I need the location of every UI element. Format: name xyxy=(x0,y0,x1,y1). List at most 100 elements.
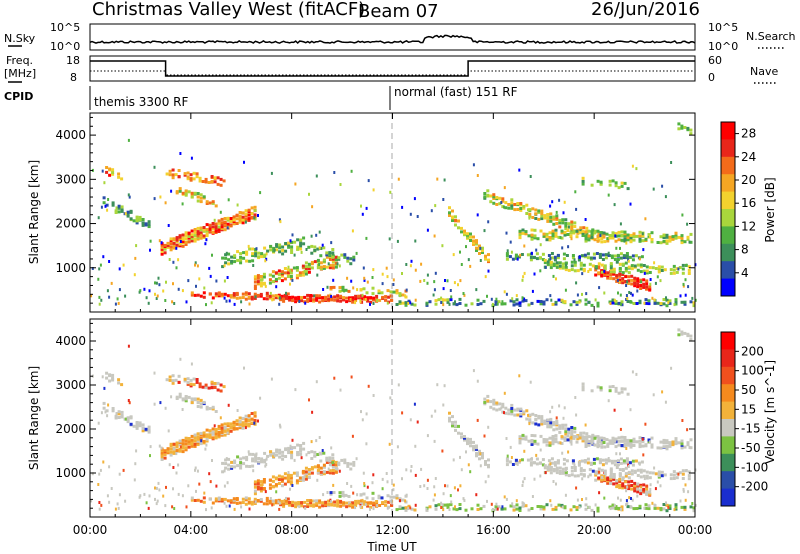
velocity-speckle xyxy=(278,507,281,511)
power-speckle xyxy=(496,302,499,306)
velocity-speckle xyxy=(549,410,552,414)
velocity-cell xyxy=(259,499,263,503)
velocity-cell xyxy=(302,441,306,445)
power-speckle xyxy=(364,298,367,302)
velocity-cell xyxy=(220,497,224,501)
velocity-cell xyxy=(689,505,693,509)
velocity-cell xyxy=(512,508,516,512)
power-cell xyxy=(586,252,590,256)
velocity-cell xyxy=(325,470,329,474)
velocity-speckle xyxy=(487,425,490,429)
velocity-cell xyxy=(253,502,257,505)
power-cell xyxy=(372,296,376,300)
power-speckle xyxy=(631,164,634,168)
power-speckle xyxy=(476,213,479,217)
velocity-cell xyxy=(221,461,225,465)
velocity-cell xyxy=(290,450,294,454)
velocity-cell xyxy=(650,443,654,447)
power-cell xyxy=(494,302,498,306)
velocity-speckle xyxy=(420,467,423,471)
power-cell xyxy=(570,227,574,231)
power-speckle xyxy=(115,206,118,210)
velocity-speckle xyxy=(685,469,688,472)
power-cell xyxy=(248,247,252,251)
velocity-cell xyxy=(331,469,335,472)
power-cell xyxy=(599,180,603,184)
power-cell xyxy=(184,191,188,195)
power-cell xyxy=(519,207,523,210)
power-cell xyxy=(187,235,191,238)
velocity-cell xyxy=(580,459,584,463)
power-cell xyxy=(214,294,218,298)
velocity-cell xyxy=(321,501,325,505)
velocity-cell xyxy=(223,433,227,437)
power-cell xyxy=(475,240,478,244)
velocity-cell xyxy=(322,463,326,467)
power-cell xyxy=(623,234,627,238)
velocity-cell xyxy=(562,457,566,461)
velocity-cell xyxy=(642,483,646,487)
power-colorbar-label: 28 xyxy=(741,127,756,141)
power-cell xyxy=(129,209,133,213)
velocity-cell xyxy=(282,502,286,506)
velocity-speckle xyxy=(98,501,101,504)
velocity-speckle xyxy=(661,390,664,394)
velocity-cell xyxy=(386,494,390,498)
power-cell xyxy=(138,215,142,219)
power-cell xyxy=(362,287,366,291)
power-cell xyxy=(501,199,505,203)
power-cell xyxy=(289,275,293,278)
power-cell xyxy=(211,225,215,229)
power-cell xyxy=(540,209,544,213)
power-cell xyxy=(407,299,411,303)
velocity-cell xyxy=(271,479,275,483)
velocity-speckle xyxy=(252,469,255,473)
power-speckle xyxy=(414,268,417,272)
velocity-cell xyxy=(483,400,487,404)
velocity-speckle xyxy=(620,507,622,511)
power-speckle xyxy=(294,182,297,186)
velocity-speckle xyxy=(430,414,433,418)
velocity-cell xyxy=(318,501,322,505)
velocity-cell xyxy=(247,424,251,428)
power-cell xyxy=(611,301,615,305)
velocity-cell xyxy=(579,472,583,476)
velocity-speckle xyxy=(659,484,662,488)
power-ytick-label: 4000 xyxy=(55,128,86,142)
velocity-cell xyxy=(341,490,345,494)
power-cell xyxy=(522,205,526,208)
velocity-cell xyxy=(475,447,478,451)
velocity-cell xyxy=(644,503,648,507)
velocity-cell xyxy=(626,392,630,396)
power-cell xyxy=(202,226,206,229)
velocity-cell xyxy=(297,502,301,506)
power-cell xyxy=(313,260,317,264)
velocity-cell xyxy=(288,503,292,507)
power-speckle xyxy=(291,233,294,237)
velocity-cell xyxy=(304,466,308,470)
power-cell xyxy=(645,265,649,269)
velocity-cell xyxy=(222,385,226,389)
power-cell xyxy=(117,175,121,179)
velocity-speckle xyxy=(110,487,113,490)
power-cell xyxy=(563,300,567,304)
velocity-speckle xyxy=(414,503,417,507)
power-cell xyxy=(184,234,188,238)
power-cell xyxy=(147,225,151,229)
power-cell xyxy=(366,299,370,303)
power-cell xyxy=(530,301,534,305)
power-speckle xyxy=(491,302,494,306)
velocity-cell xyxy=(584,435,588,439)
power-cell xyxy=(681,271,685,275)
power-cell xyxy=(575,302,579,306)
velocity-cell xyxy=(190,438,194,442)
velocity-cell xyxy=(518,441,522,445)
power-speckle xyxy=(570,237,573,241)
velocity-cell xyxy=(187,437,191,440)
velocity-speckle xyxy=(159,401,162,405)
power-cell xyxy=(262,297,266,301)
power-cell xyxy=(295,276,299,280)
velocity-cell xyxy=(565,459,569,463)
velocity-speckle xyxy=(487,474,490,478)
